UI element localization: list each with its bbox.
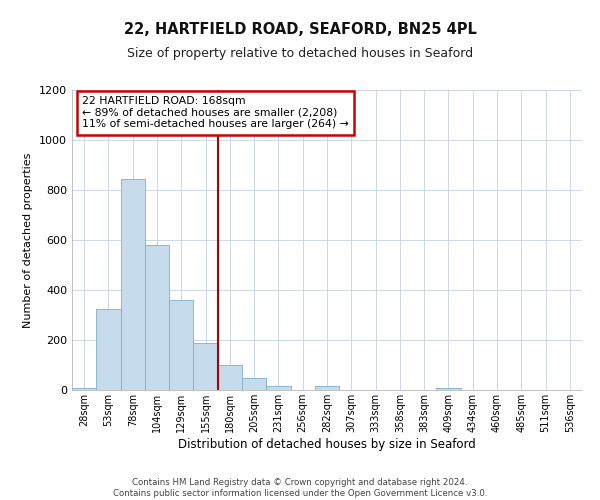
Bar xyxy=(193,342,218,390)
Bar xyxy=(145,245,169,390)
Text: Contains HM Land Registry data © Crown copyright and database right 2024.
Contai: Contains HM Land Registry data © Crown c… xyxy=(113,478,487,498)
Text: 22, HARTFIELD ROAD, SEAFORD, BN25 4PL: 22, HARTFIELD ROAD, SEAFORD, BN25 4PL xyxy=(124,22,476,38)
Text: 22 HARTFIELD ROAD: 168sqm
← 89% of detached houses are smaller (2,208)
11% of se: 22 HARTFIELD ROAD: 168sqm ← 89% of detac… xyxy=(82,96,349,129)
X-axis label: Distribution of detached houses by size in Seaford: Distribution of detached houses by size … xyxy=(178,438,476,450)
Bar xyxy=(266,386,290,390)
Bar xyxy=(315,386,339,390)
Bar xyxy=(242,378,266,390)
Bar xyxy=(169,300,193,390)
Bar xyxy=(96,308,121,390)
Bar xyxy=(121,179,145,390)
Text: Size of property relative to detached houses in Seaford: Size of property relative to detached ho… xyxy=(127,48,473,60)
Bar xyxy=(72,388,96,390)
Bar xyxy=(218,365,242,390)
Y-axis label: Number of detached properties: Number of detached properties xyxy=(23,152,34,328)
Bar xyxy=(436,388,461,390)
